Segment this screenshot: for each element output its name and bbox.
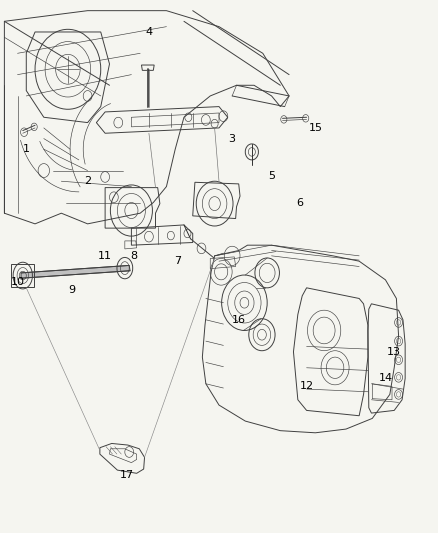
- Text: 14: 14: [378, 374, 392, 383]
- Text: 1: 1: [23, 144, 30, 154]
- Text: 17: 17: [120, 471, 134, 480]
- Text: 9: 9: [69, 286, 76, 295]
- Text: 12: 12: [300, 382, 314, 391]
- Text: 2: 2: [84, 176, 91, 186]
- Polygon shape: [21, 265, 130, 278]
- Text: 15: 15: [308, 123, 322, 133]
- Text: 3: 3: [229, 134, 236, 143]
- Text: 7: 7: [174, 256, 181, 266]
- Text: 6: 6: [297, 198, 304, 207]
- Text: 11: 11: [98, 251, 112, 261]
- Text: 13: 13: [387, 347, 401, 357]
- Text: 5: 5: [268, 171, 275, 181]
- Text: 16: 16: [232, 315, 246, 325]
- Text: 8: 8: [130, 251, 137, 261]
- Text: 10: 10: [11, 278, 25, 287]
- Text: 4: 4: [145, 27, 152, 37]
